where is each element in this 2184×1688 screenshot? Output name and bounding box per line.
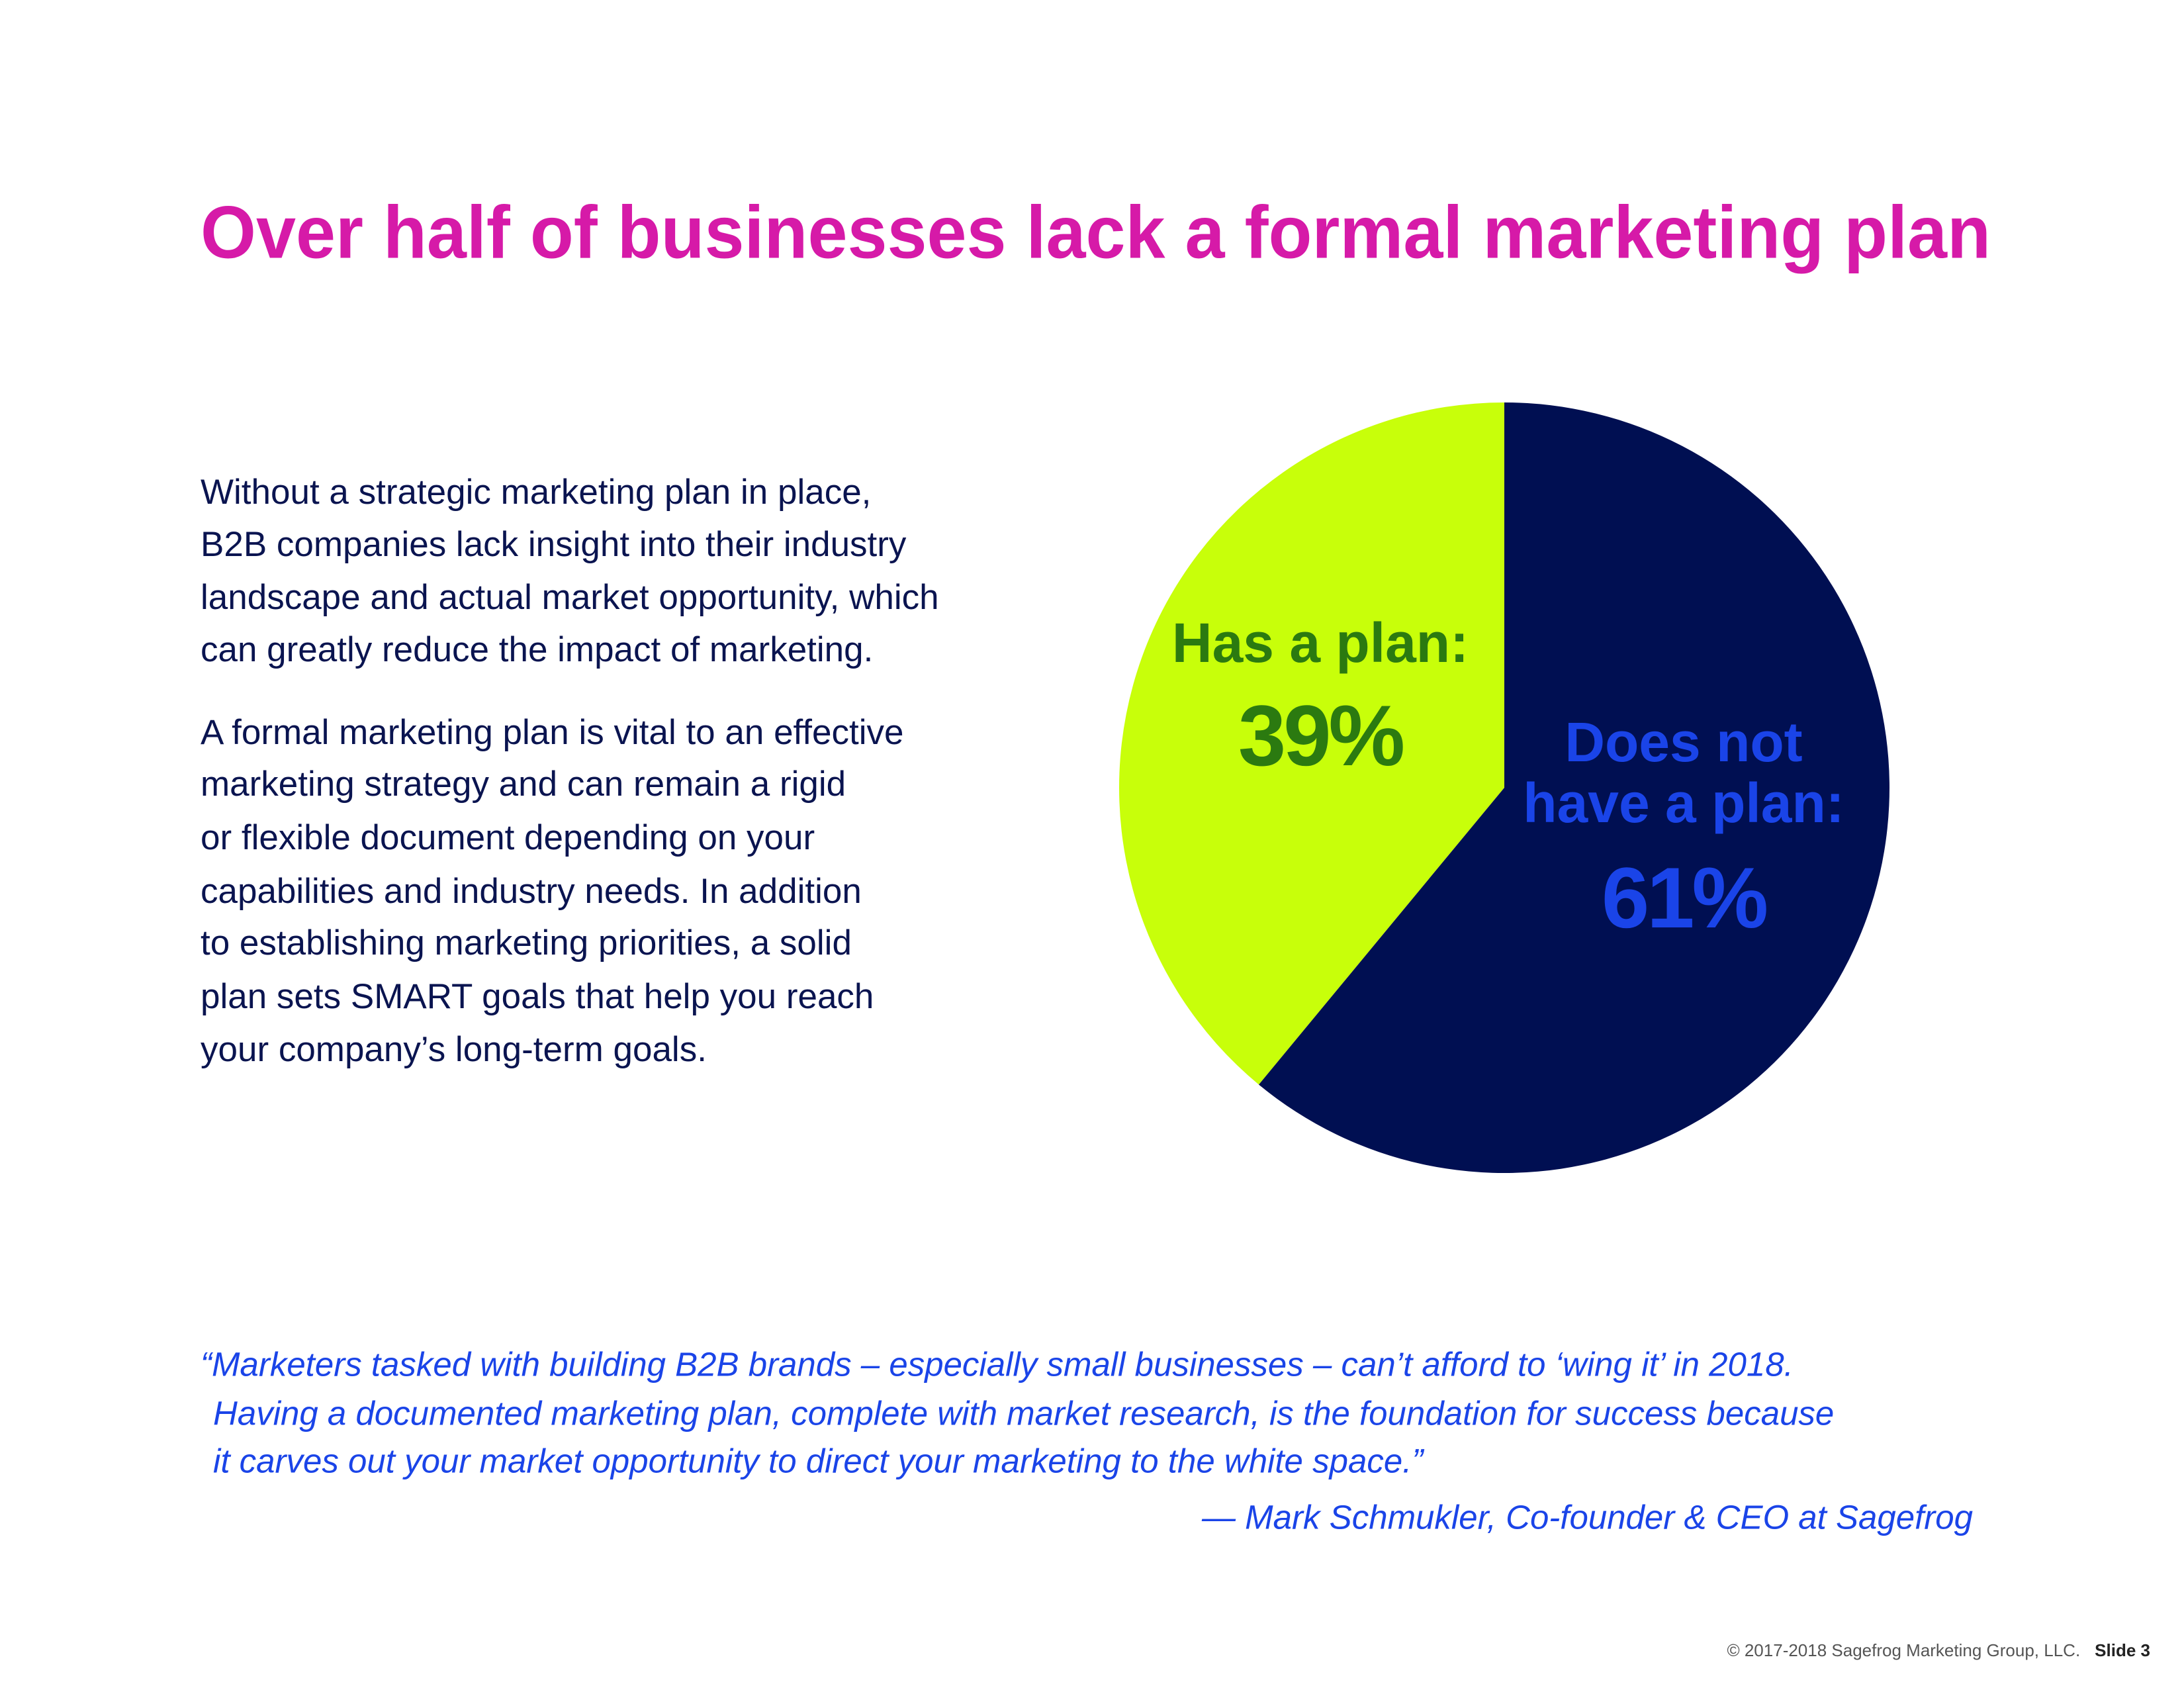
- body-text: marketing strategy and can remain a rigi…: [201, 765, 846, 804]
- footer: © 2017-2018 Sagefrog Marketing Group, LL…: [1727, 1640, 2150, 1660]
- body-text: your company’s long-term goals.: [201, 1030, 707, 1069]
- body-text: or flexible document depending on your: [201, 818, 815, 857]
- body-text: to establishing marketing priorities, a …: [201, 923, 852, 962]
- pie-slice: [1259, 402, 1890, 1173]
- attribution: — Mark Schmukler, Co-founder & CEO at Sa…: [1201, 1498, 1973, 1536]
- body-text: B2B companies lack insight into their in…: [201, 525, 907, 564]
- body-text: capabilities and industry needs. In addi…: [201, 872, 862, 911]
- slice-label: Does not have a plan:: [1523, 711, 1844, 835]
- slide-number: Slide 3: [2095, 1640, 2150, 1660]
- slice-label: Has a plan:: [1171, 612, 1469, 674]
- quote-text: Having a documented marketing plan, comp…: [213, 1394, 1834, 1432]
- copyright: © 2017-2018 Sagefrog Marketing Group, LL…: [1727, 1640, 2080, 1660]
- quote-text: it carves out your market opportunity to…: [213, 1442, 1424, 1479]
- slice-value-label: 39%: [1238, 687, 1405, 784]
- pie-slice: [1119, 402, 1504, 1085]
- body-text: A formal marketing plan is vital to an e…: [201, 713, 903, 752]
- chart-title: Over half of businesses lack a formal ma…: [201, 191, 1991, 274]
- quote-text: “Marketers tasked with building B2B bran…: [201, 1345, 1794, 1383]
- body-text: landscape and actual market opportunity,…: [201, 578, 939, 617]
- body-text: can greatly reduce the impact of marketi…: [201, 630, 873, 669]
- body-text: plan sets SMART goals that help you reac…: [201, 977, 874, 1016]
- body-text: Without a strategic marketing plan in pl…: [201, 473, 871, 512]
- slice-value-label: 61%: [1601, 849, 1768, 946]
